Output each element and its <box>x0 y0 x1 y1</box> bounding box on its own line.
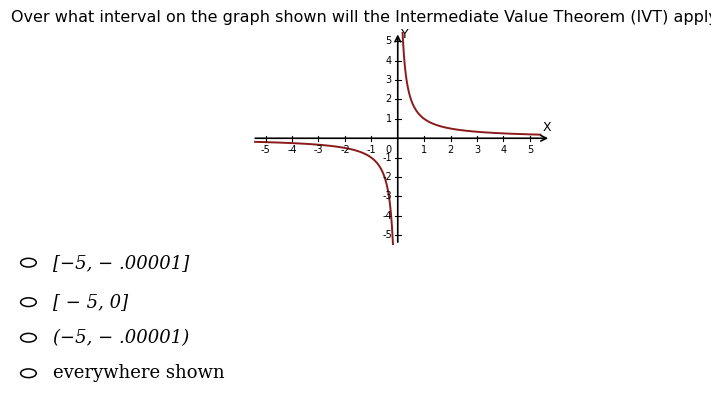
Text: [−5, − .00001]: [−5, − .00001] <box>53 254 190 272</box>
Text: -3: -3 <box>314 145 324 155</box>
Text: -1: -1 <box>366 145 376 155</box>
Text: 4: 4 <box>386 56 392 66</box>
Text: 1: 1 <box>421 145 427 155</box>
Text: -4: -4 <box>287 145 297 155</box>
Text: [ − 5, 0]: [ − 5, 0] <box>53 293 129 311</box>
Text: -5: -5 <box>383 230 392 240</box>
Text: 3: 3 <box>474 145 480 155</box>
Text: -2: -2 <box>383 172 392 182</box>
Text: 4: 4 <box>501 145 506 155</box>
Text: 1: 1 <box>386 114 392 124</box>
Text: 5: 5 <box>385 36 392 46</box>
Text: 5: 5 <box>527 145 533 155</box>
Text: (−5, − .00001): (−5, − .00001) <box>53 329 190 347</box>
Text: Y: Y <box>400 28 408 41</box>
Text: -4: -4 <box>383 211 392 221</box>
Text: everywhere shown: everywhere shown <box>53 364 225 382</box>
Text: 0: 0 <box>386 145 392 155</box>
Text: -3: -3 <box>383 192 392 201</box>
Text: -5: -5 <box>261 145 270 155</box>
Text: 2: 2 <box>447 145 454 155</box>
Text: -1: -1 <box>383 152 392 163</box>
Text: -2: -2 <box>340 145 350 155</box>
Text: 2: 2 <box>385 94 392 104</box>
Text: 3: 3 <box>386 75 392 85</box>
Text: X: X <box>542 121 551 134</box>
Text: Over what interval on the graph shown will the Intermediate Value Theorem (IVT) : Over what interval on the graph shown wi… <box>11 10 711 25</box>
